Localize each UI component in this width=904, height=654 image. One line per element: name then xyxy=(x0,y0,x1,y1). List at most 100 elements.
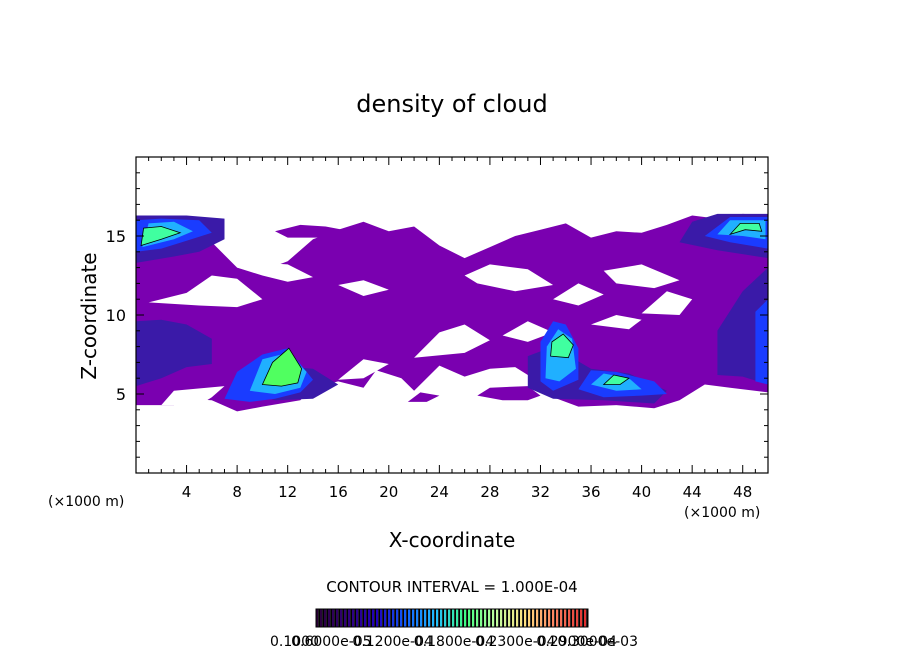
colorbar-separator xyxy=(574,609,576,627)
colorbar-separator xyxy=(374,609,376,627)
colorbar-separator xyxy=(518,609,520,627)
colorbar-swatch xyxy=(444,609,447,627)
upper-cloud-patch xyxy=(275,224,351,238)
colorbar-swatch xyxy=(520,609,523,627)
colorbar-separator xyxy=(338,609,340,627)
colorbar-separator xyxy=(318,609,320,627)
colorbar-swatch xyxy=(460,609,463,627)
x-tick-label: 8 xyxy=(232,483,242,501)
colorbar-swatch xyxy=(524,609,527,627)
clear-air-gap xyxy=(237,262,313,282)
colorbar-swatch xyxy=(352,609,355,627)
y-ticks: 5 10 15 xyxy=(106,172,768,458)
colorbar-swatch xyxy=(452,609,455,627)
colorbar-swatch xyxy=(544,609,547,627)
colorbar-swatch xyxy=(492,609,495,627)
colorbar-swatch xyxy=(500,609,503,627)
y-tick-label: 15 xyxy=(106,227,126,246)
colorbar-separator xyxy=(410,609,412,627)
colorbar-swatch xyxy=(356,609,359,627)
colorbar-swatch xyxy=(496,609,499,627)
colorbar-swatch xyxy=(484,609,487,627)
colorbar-swatch xyxy=(556,609,559,627)
colorbar-swatch xyxy=(376,609,379,627)
colorbar-separator xyxy=(438,609,440,627)
x-tick-label: 40 xyxy=(632,483,651,501)
colorbar-separator xyxy=(402,609,404,627)
colorbar-separator xyxy=(482,609,484,627)
colorbar-separator xyxy=(398,609,400,627)
colorbar-separator xyxy=(510,609,512,627)
colorbar-label: 0.3000e-03 xyxy=(558,634,638,650)
clear-air-gap xyxy=(161,386,225,406)
colorbar-separator xyxy=(538,609,540,627)
colorbar-separator xyxy=(394,609,396,627)
colorbar-separator xyxy=(354,609,356,627)
x-tick-label: 12 xyxy=(278,483,297,501)
colorbar-separator xyxy=(346,609,348,627)
contour-interval-label: CONTOUR INTERVAL = 1.000E-04 xyxy=(326,578,577,596)
colorbar-separator xyxy=(514,609,516,627)
colorbar-swatch xyxy=(468,609,471,627)
colorbar-separator xyxy=(322,609,324,627)
colorbar-separator xyxy=(390,609,392,627)
colorbar-separator xyxy=(494,609,496,627)
colorbar-swatch xyxy=(504,609,507,627)
colorbar-swatch xyxy=(344,609,347,627)
colorbar-swatch xyxy=(536,609,539,627)
colorbar-swatch xyxy=(580,609,583,627)
clear-air-gap xyxy=(502,321,554,342)
colorbar-separator xyxy=(326,609,328,627)
colorbar-swatch xyxy=(408,609,411,627)
clear-air-gap xyxy=(338,280,389,296)
cloud-core-green xyxy=(728,222,763,236)
colorbar-swatch xyxy=(328,609,331,627)
colorbar-swatch xyxy=(396,609,399,627)
colorbar-swatch xyxy=(424,609,427,627)
colorbar-swatch xyxy=(348,609,351,627)
colorbar-swatch xyxy=(512,609,515,627)
colorbar-label: 0.2900e-04 xyxy=(536,634,617,650)
cloud-core-green xyxy=(602,374,630,385)
clear-air-gap xyxy=(603,264,680,289)
colorbar-separator xyxy=(578,609,580,627)
colorbar-separator xyxy=(530,609,532,627)
colorbar-swatch xyxy=(412,609,415,627)
colorbar-swatch xyxy=(464,609,467,627)
colorbar-swatch xyxy=(340,609,343,627)
colorbar-swatch xyxy=(568,609,571,627)
x-tick-label: 4 xyxy=(182,483,192,501)
colorbar-swatch xyxy=(404,609,407,627)
colorbar-swatch xyxy=(560,609,563,627)
colorbar-label: 0.6000e-05 xyxy=(291,634,371,650)
y-tick-label: 5 xyxy=(116,385,126,404)
colorbar-swatch xyxy=(316,609,319,627)
colorbar-separator xyxy=(558,609,560,627)
colorbar-separator xyxy=(550,609,552,627)
colorbar xyxy=(315,608,589,628)
colorbar-separator xyxy=(486,609,488,627)
cloud-core-blue xyxy=(755,299,768,385)
colorbar-separator xyxy=(526,609,528,627)
colorbar-swatch xyxy=(516,609,519,627)
clear-air-gap xyxy=(414,324,490,358)
colorbar-swatch xyxy=(432,609,435,627)
clear-air-gap xyxy=(148,275,263,308)
colorbar-separator xyxy=(474,609,476,627)
clear-air-gap xyxy=(591,315,642,330)
colorbar-swatch xyxy=(372,609,375,627)
y-axis-label: Z-coordinate xyxy=(77,252,101,379)
colorbar-swatch xyxy=(392,609,395,627)
colorbar-swatch xyxy=(400,609,403,627)
colorbar-swatch xyxy=(488,609,491,627)
x-tick-label: 20 xyxy=(379,483,398,501)
x-ticks: 4 8 12 16 20 24 28 32 36 40 44 48 xyxy=(148,157,756,501)
colorbar-separator xyxy=(434,609,436,627)
colorbar-separator xyxy=(382,609,384,627)
x-tick-label: 28 xyxy=(480,483,499,501)
colorbar-swatch xyxy=(472,609,475,627)
x-unit-label-right: (×1000 m) xyxy=(684,505,760,521)
colorbar-separator xyxy=(586,609,588,627)
colorbar-swatch xyxy=(416,609,419,627)
